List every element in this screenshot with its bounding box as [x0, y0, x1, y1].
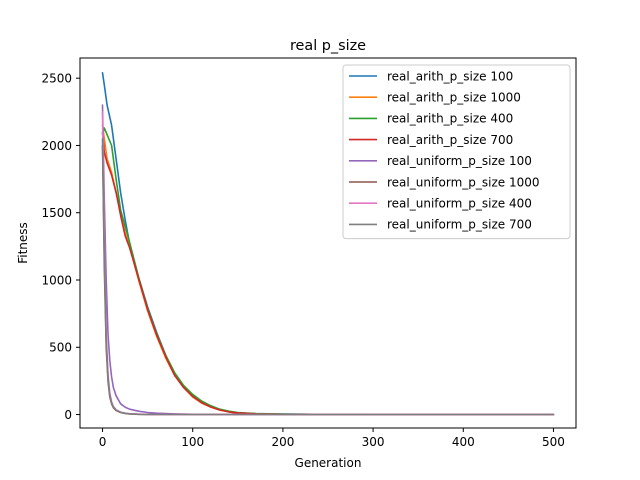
y-axis-ticks: 0 500 1000 1500 2000 2500 [41, 71, 80, 422]
y-tick-label: 1500 [41, 206, 72, 220]
y-tick-label: 500 [49, 341, 72, 355]
chart-title: real p_size [290, 38, 366, 54]
legend: real_arith_p_size 100 real_arith_p_size 1… [342, 64, 571, 240]
y-tick-label: 1000 [41, 273, 72, 287]
x-tick-label: 400 [452, 435, 475, 449]
x-axis-ticks: 0 100 200 300 400 500 [99, 428, 565, 449]
x-tick-label: 0 [99, 435, 107, 449]
y-tick-label: 2000 [41, 139, 72, 153]
x-tick-label: 200 [271, 435, 294, 449]
legend-label-1: real_arith_p_size 100 [387, 69, 513, 83]
series-line-8 [101, 137, 555, 416]
legend-label-8: real_uniform_p_size 700 [387, 218, 532, 232]
x-axis-label: Generation [295, 456, 362, 470]
legend-label-4: real_arith_p_size 700 [387, 133, 513, 147]
x-tick-label: 500 [542, 435, 565, 449]
x-tick-label: 300 [362, 435, 385, 449]
axes-frame [79, 57, 577, 429]
y-tick-label: 0 [64, 408, 72, 422]
y-axis-label: Fitness [16, 222, 30, 264]
legend-label-6: real_uniform_p_size 1000 [387, 175, 540, 189]
x-tick-label: 100 [181, 435, 204, 449]
plot-area [101, 72, 555, 416]
legend-label-2: real_arith_p_size 1000 [387, 91, 521, 105]
legend-box [342, 64, 571, 240]
legend-label-5: real_uniform_p_size 100 [387, 154, 532, 168]
legend-label-7: real_uniform_p_size 400 [387, 197, 532, 211]
y-tick-label: 2500 [41, 71, 72, 85]
legend-label-3: real_arith_p_size 400 [387, 112, 513, 126]
